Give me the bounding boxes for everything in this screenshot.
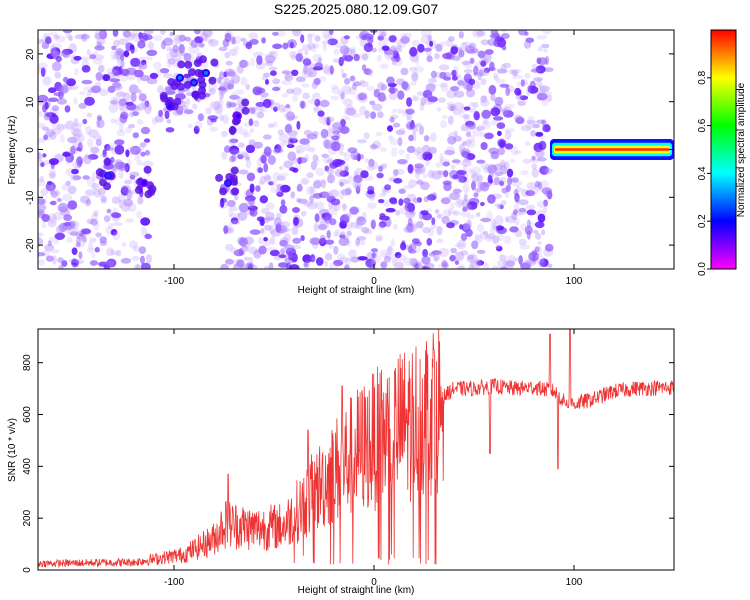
snr-x-axis-label: Height of straight line (km) <box>298 585 415 596</box>
y-tick-label: 0 <box>22 567 33 573</box>
x-tick-label: 100 <box>566 276 583 287</box>
heatmap-hotspot <box>159 91 182 111</box>
snr-axes: -100 0 100 0 200 400 600 800 <box>22 329 674 588</box>
y-tick-label: 0 <box>25 147 36 153</box>
y-tick-label: 10 <box>25 96 36 108</box>
colorbar-tick-label: 0.4 <box>697 166 708 180</box>
colorbar-tick-label: 0.8 <box>697 70 708 84</box>
colorbar-tick-label: 0.0 <box>697 262 708 276</box>
colorbar-frame <box>710 29 737 270</box>
heatmap-speckle <box>38 30 674 269</box>
heatmap-x-axis-label: Height of straight line (km) <box>298 285 415 296</box>
colorbar-tick-label: 0.2 <box>697 214 708 228</box>
colorbar-tick-label: 0.6 <box>697 118 708 132</box>
heatmap-plot-area <box>38 30 674 269</box>
snr-plot-area <box>38 329 674 569</box>
x-tick-label: -100 <box>164 577 184 588</box>
heatmap-hotspot <box>183 68 207 100</box>
heatmap-y-axis-label: Frequency (Hz) <box>7 116 18 185</box>
y-tick-label: 600 <box>22 406 33 423</box>
x-tick-label: 0 <box>371 577 377 588</box>
snr-y-axis-label: SNR (10 * v/v) <box>7 418 18 482</box>
chart-title: S225.2025.080.12.09.G07 <box>274 1 438 17</box>
y-tick-label: 800 <box>22 354 33 371</box>
y-tick-label: -20 <box>25 238 36 253</box>
heatmap-hotspot <box>167 60 193 91</box>
y-tick-label: 400 <box>22 458 33 475</box>
colorbar: 0.0 0.2 0.4 0.6 0.8 <box>697 29 737 276</box>
heatmap-hotspot <box>95 157 116 191</box>
x-tick-label: -100 <box>164 276 184 287</box>
snr-series-line <box>38 329 674 569</box>
snr-frame <box>37 328 675 571</box>
y-tick-label: 200 <box>22 509 33 526</box>
heatmap-hotspot <box>134 165 157 199</box>
x-tick-label: 100 <box>566 577 583 588</box>
colorbar-label: Normalized spectral amplitude <box>736 82 747 217</box>
x-tick-label: 0 <box>371 276 377 287</box>
y-tick-label: -10 <box>25 190 36 205</box>
heatmap-hotspot <box>228 98 250 135</box>
y-tick-label: 20 <box>25 48 36 60</box>
colorbar-gradient <box>711 30 736 269</box>
heatmap-hotspot <box>193 55 219 85</box>
heatmap-hotspot <box>215 166 240 196</box>
